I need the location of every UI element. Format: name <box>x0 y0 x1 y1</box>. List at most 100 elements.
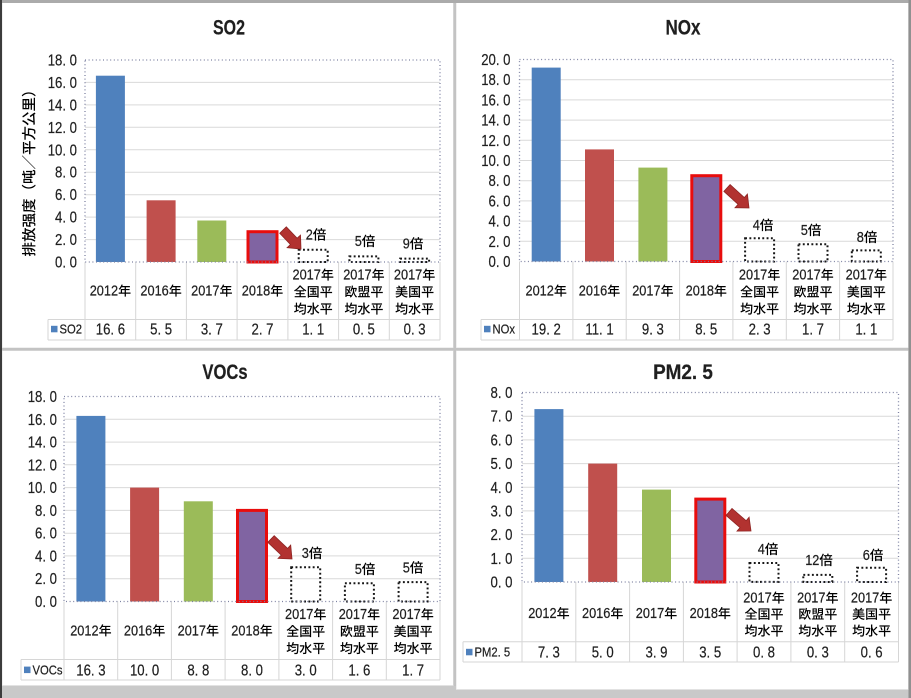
svg-text:14. 0: 14. 0 <box>48 97 77 114</box>
svg-text:2. 3: 2. 3 <box>749 322 771 339</box>
svg-text:2017: 2017 <box>792 267 820 283</box>
svg-text:PM2. 5: PM2. 5 <box>653 361 713 384</box>
svg-text:8. 5: 8. 5 <box>695 322 717 339</box>
svg-text:5. 0: 5. 0 <box>491 456 513 473</box>
svg-text:2017: 2017 <box>739 267 767 283</box>
svg-text:3. 0: 3. 0 <box>295 662 317 679</box>
svg-text:10. 0: 10. 0 <box>481 153 510 170</box>
svg-text:2016: 2016 <box>124 623 152 639</box>
svg-text:2017: 2017 <box>392 606 420 622</box>
svg-text:5: 5 <box>355 233 362 249</box>
svg-text:2017: 2017 <box>285 606 313 622</box>
svg-text:2016: 2016 <box>582 605 610 621</box>
svg-text:19. 2: 19. 2 <box>532 322 561 339</box>
svg-text:1. 0: 1. 0 <box>491 551 513 568</box>
svg-text:1. 1: 1. 1 <box>302 322 324 339</box>
svg-text:0. 6: 0. 6 <box>861 645 883 662</box>
svg-text:PM2. 5: PM2. 5 <box>475 645 511 660</box>
svg-text:4. 0: 4. 0 <box>55 210 77 227</box>
svg-text:4: 4 <box>753 217 760 233</box>
svg-text:2017: 2017 <box>851 590 879 606</box>
svg-text:14. 0: 14. 0 <box>28 435 57 452</box>
svg-text:0. 0: 0. 0 <box>35 594 57 611</box>
svg-text:8: 8 <box>857 229 864 245</box>
svg-text:5. 0: 5. 0 <box>592 645 614 662</box>
svg-text:1. 7: 1. 7 <box>402 662 424 679</box>
svg-text:6. 0: 6. 0 <box>35 526 57 543</box>
svg-text:2. 7: 2. 7 <box>252 322 274 339</box>
svg-text:8. 0: 8. 0 <box>489 173 511 190</box>
svg-text:0. 0: 0. 0 <box>55 255 77 272</box>
svg-text:9: 9 <box>403 236 410 252</box>
svg-text:SO2: SO2 <box>213 15 245 39</box>
svg-text:16. 6: 16. 6 <box>96 322 125 339</box>
svg-text:8. 8: 8. 8 <box>187 662 209 679</box>
svg-text:20. 0: 20. 0 <box>481 52 510 69</box>
svg-text:2. 0: 2. 0 <box>35 571 57 588</box>
svg-text:6. 0: 6. 0 <box>55 187 77 204</box>
svg-text:8. 0: 8. 0 <box>241 662 263 679</box>
svg-text:18. 0: 18. 0 <box>28 389 57 406</box>
svg-text:2018: 2018 <box>686 283 714 299</box>
svg-text:7. 3: 7. 3 <box>538 645 560 662</box>
svg-text:1. 7: 1. 7 <box>802 322 824 339</box>
svg-text:8. 0: 8. 0 <box>55 165 77 182</box>
svg-text:SO2: SO2 <box>60 322 82 337</box>
svg-text:VOCs: VOCs <box>33 663 63 678</box>
svg-text:2018: 2018 <box>242 283 270 299</box>
svg-text:3. 0: 3. 0 <box>491 503 513 520</box>
svg-text:10. 0: 10. 0 <box>48 142 77 159</box>
svg-text:10. 0: 10. 0 <box>130 662 159 679</box>
svg-text:5: 5 <box>403 560 410 576</box>
svg-text:1. 1: 1. 1 <box>855 322 877 339</box>
svg-text:2. 0: 2. 0 <box>491 527 513 544</box>
svg-text:6. 0: 6. 0 <box>489 193 511 210</box>
svg-text:2017: 2017 <box>343 267 371 283</box>
svg-text:8. 0: 8. 0 <box>491 385 513 402</box>
svg-text:2017: 2017 <box>632 283 660 299</box>
svg-text:0. 0: 0. 0 <box>491 575 513 592</box>
svg-text:NOx: NOx <box>493 322 516 337</box>
svg-text:1. 6: 1. 6 <box>348 662 370 679</box>
svg-text:0. 3: 0. 3 <box>404 322 426 339</box>
svg-text:2017: 2017 <box>797 590 825 606</box>
svg-text:2018: 2018 <box>231 623 259 639</box>
svg-text:2017: 2017 <box>846 267 874 283</box>
svg-text:2017: 2017 <box>394 267 422 283</box>
svg-text:2017: 2017 <box>339 606 367 622</box>
svg-text:12. 0: 12. 0 <box>481 133 510 150</box>
svg-text:3: 3 <box>302 545 309 561</box>
svg-text:2017: 2017 <box>743 590 771 606</box>
svg-text:2017: 2017 <box>293 267 321 283</box>
svg-text:10. 0: 10. 0 <box>28 480 57 497</box>
svg-text:2012: 2012 <box>526 283 554 299</box>
svg-text:2017: 2017 <box>191 283 219 299</box>
svg-text:16. 0: 16. 0 <box>28 412 57 429</box>
svg-text:5: 5 <box>801 222 808 238</box>
svg-text:5. 5: 5. 5 <box>150 322 172 339</box>
svg-text:5: 5 <box>355 561 362 577</box>
svg-text:4. 0: 4. 0 <box>489 214 511 231</box>
svg-text:2017: 2017 <box>178 623 206 639</box>
svg-text:6. 0: 6. 0 <box>491 432 513 449</box>
svg-text:0. 3: 0. 3 <box>807 645 829 662</box>
svg-text:0. 0: 0. 0 <box>489 254 511 271</box>
svg-text:2018: 2018 <box>690 605 718 621</box>
svg-text:11. 1: 11. 1 <box>585 322 613 339</box>
svg-text:12. 0: 12. 0 <box>28 457 57 474</box>
svg-text:2016: 2016 <box>579 283 607 299</box>
svg-text:0. 5: 0. 5 <box>353 322 375 339</box>
svg-text:18. 0: 18. 0 <box>48 53 77 70</box>
svg-text:18. 0: 18. 0 <box>481 72 510 89</box>
svg-text:9. 3: 9. 3 <box>642 322 664 339</box>
svg-text:16. 0: 16. 0 <box>48 75 77 92</box>
svg-text:2. 0: 2. 0 <box>489 234 511 251</box>
svg-text:2016: 2016 <box>140 283 168 299</box>
svg-text:3. 5: 3. 5 <box>699 645 721 662</box>
svg-text:4. 0: 4. 0 <box>491 480 513 497</box>
svg-text:16. 3: 16. 3 <box>76 662 105 679</box>
svg-text:NOx: NOx <box>666 17 701 40</box>
svg-text:3. 7: 3. 7 <box>201 322 223 339</box>
svg-text:6: 6 <box>863 547 870 563</box>
svg-text:2: 2 <box>306 227 313 243</box>
